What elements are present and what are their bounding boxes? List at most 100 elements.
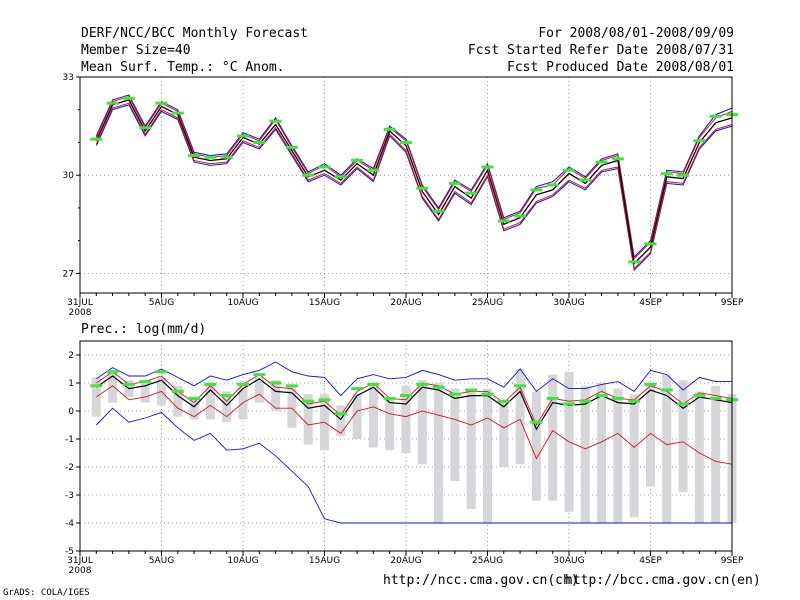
prec-obs-marker	[122, 382, 135, 386]
prec-spread-bar	[434, 383, 444, 523]
prec-spread-bar	[483, 388, 492, 523]
temp-xtick-year: 2008	[69, 308, 92, 318]
prec-obs-marker	[481, 392, 494, 396]
temp-obs-marker	[269, 119, 282, 123]
prec-obs-marker	[595, 394, 608, 398]
prec-spread-bar	[140, 383, 150, 403]
prec-obs-marker	[563, 402, 575, 406]
temp-obs-marker	[334, 175, 347, 179]
prec-obs-marker	[546, 396, 559, 400]
prec-spread-bar	[336, 405, 346, 437]
prec-obs-marker	[155, 370, 168, 374]
temp-obs-marker	[660, 172, 673, 176]
prec-xtick-label: 9SEP	[721, 556, 744, 566]
prec-obs-marker	[628, 399, 641, 403]
prec-spread-bar	[368, 385, 378, 448]
prec-spread-bar	[205, 383, 215, 420]
temp-xtick-label: 25AUG	[472, 298, 503, 308]
prec-spread-bar	[287, 385, 297, 428]
temp-xtick-label: 5AUG	[149, 298, 174, 308]
forecast-period-label: For 2008/08/01-2008/09/09	[538, 26, 734, 41]
chart-title: DERF/NCC/BCC Monthly Forecast	[81, 26, 308, 41]
temp-obs-marker	[416, 186, 429, 190]
temp-obs-marker	[465, 191, 478, 195]
prec-spread-bar	[303, 394, 313, 445]
prec-xtick-label: 20AUG	[390, 556, 421, 566]
ncc-url-link[interactable]: http://ncc.cma.gov.cn(ch)	[383, 573, 579, 588]
prec-obs-marker	[90, 384, 103, 388]
temp-obs-marker	[285, 145, 298, 149]
temp-obs-marker	[481, 165, 494, 169]
start-date-label: Fcst Started Refer Date 2008/07/31	[467, 43, 734, 58]
prec-spread-bar	[711, 385, 721, 523]
prec-min-line	[95, 407, 732, 524]
temp-ytick-label: 27	[63, 269, 74, 279]
prec-obs-marker	[318, 398, 331, 402]
prec-spread-bar	[254, 377, 264, 403]
prec-spread-bar	[271, 380, 281, 411]
prec-obs-marker	[530, 420, 543, 424]
temp-obs-marker	[546, 183, 559, 187]
temp-obs-marker	[383, 127, 396, 131]
prec-spread-bar	[352, 394, 362, 439]
temp-obs-marker	[595, 160, 608, 164]
prec-obs-marker	[253, 373, 266, 377]
temp-upper-line	[95, 96, 733, 260]
prec-spread-bar	[678, 380, 688, 493]
prec-xtick-label: 25AUG	[472, 556, 503, 566]
prec-obs-marker	[497, 399, 510, 403]
prec-obs-marker	[351, 387, 364, 391]
temp-obs-marker	[693, 139, 706, 143]
temp-xtick-label: 20AUG	[390, 298, 421, 308]
prec-obs-marker	[693, 394, 706, 398]
temp-obs-marker	[709, 114, 722, 118]
temp-obs-marker	[204, 155, 217, 159]
prec-spread-bar	[694, 391, 704, 523]
bcc-url-link[interactable]: http://bcc.cma.gov.cn(en)	[565, 573, 761, 588]
prec-xtick-label: 4SEP	[639, 556, 662, 566]
prec-obs-marker	[579, 399, 592, 403]
prec-ytick-label: -5	[65, 547, 74, 557]
prec-spread-bar	[450, 388, 460, 481]
temp-obs-marker	[563, 168, 575, 172]
prec-spread-bar	[531, 391, 541, 501]
prec-spread-bar	[662, 374, 672, 523]
prec-spread-bar	[401, 385, 411, 453]
prec-obs-marker	[302, 399, 315, 403]
prec-obs-marker	[334, 412, 347, 416]
temp-xtick-label: 30AUG	[553, 298, 584, 308]
prec-lower-line	[96, 385, 733, 465]
prec-upper-line	[96, 371, 733, 426]
prec-obs-marker	[644, 382, 657, 386]
grads-credit: GrADS: COLA/IGES	[3, 588, 90, 598]
prec-obs-marker	[514, 384, 527, 388]
temp-obs-marker	[400, 140, 412, 144]
prec-obs-marker	[106, 370, 119, 374]
variable-label: Mean Surf. Temp.: °C Anom.	[81, 60, 285, 75]
prec-ytick-label: 0	[68, 407, 74, 417]
prec-obs-marker	[465, 388, 478, 392]
prec-spread-bar	[597, 383, 607, 523]
prec-mean-line	[95, 375, 733, 431]
prec-spread-bar	[222, 391, 232, 423]
prec-obs-marker	[383, 396, 396, 400]
prec-spread-bar	[108, 371, 118, 403]
temp-obs-marker	[514, 214, 527, 218]
temp-obs-marker	[122, 96, 135, 100]
prec-obs-marker	[416, 382, 429, 386]
prec-spread-bar	[189, 397, 199, 420]
prec-ytick-label: -3	[65, 491, 74, 501]
prec-xtick-label: 5AUG	[149, 556, 174, 566]
prec-spread-bar	[613, 388, 623, 523]
member-size-label: Member Size=40	[81, 43, 191, 58]
prec-ytick-label: -2	[65, 463, 74, 473]
prec-obs-marker	[660, 388, 673, 392]
prec-spread-bar	[580, 385, 590, 523]
prec-ytick-label: -4	[65, 519, 74, 529]
prec-spread-bar	[548, 374, 558, 501]
prec-obs-marker	[220, 394, 233, 398]
prec-spread-bar	[238, 383, 248, 420]
temp-ytick-label: 30	[63, 171, 75, 181]
temp-obs-marker	[171, 111, 184, 115]
temp-xtick-label: 15AUG	[309, 298, 340, 308]
